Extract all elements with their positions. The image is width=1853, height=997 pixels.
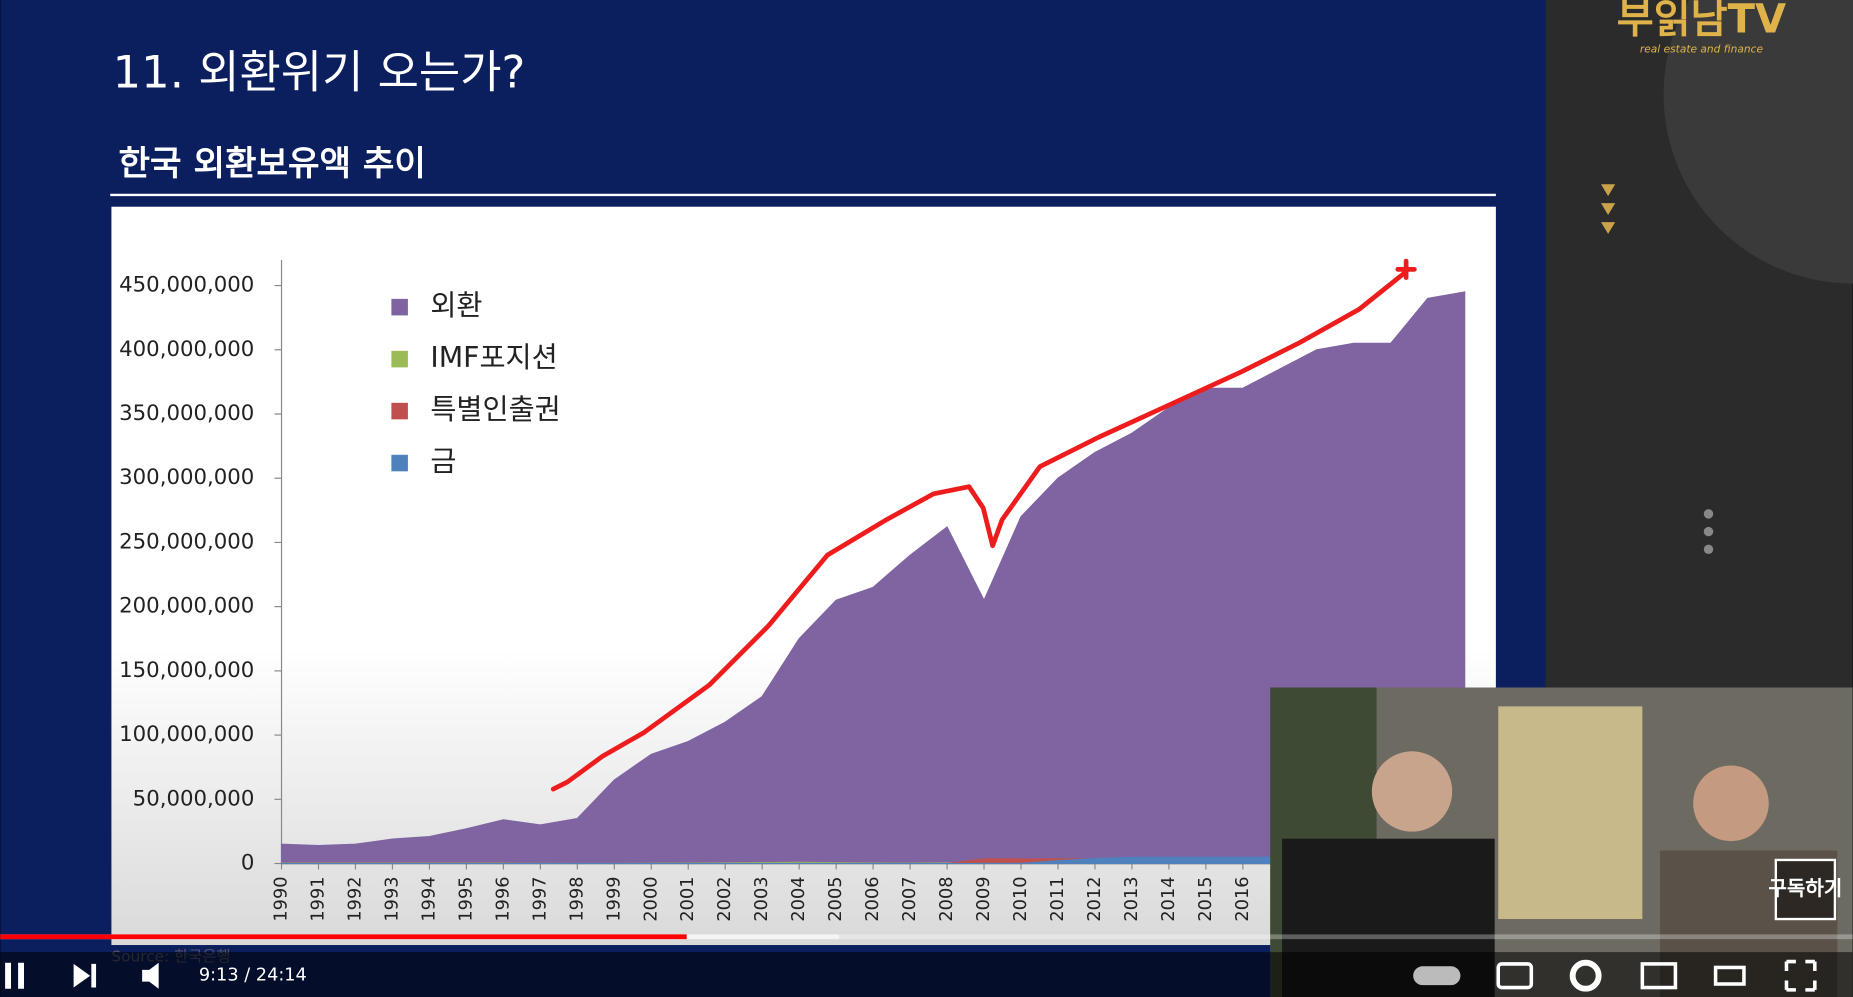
slide-title: 11. 외환위기 오는가? — [113, 46, 526, 99]
area — [280, 291, 1466, 865]
x-tick-label: 2011 — [1048, 877, 1068, 922]
x-tick-label: 2012 — [1085, 877, 1105, 922]
subscribe-label: 구독하기 — [1768, 876, 1842, 900]
legend-label: IMF포지션 — [430, 341, 557, 374]
video-overlay: 구독하기 — [1270, 687, 1853, 997]
y-tick-label: 0 — [241, 851, 255, 876]
x-tick-label: 2001 — [678, 877, 698, 922]
x-tick-label: 2014 — [1159, 877, 1179, 922]
x-tick-label: 2008 — [937, 877, 957, 922]
x-tick-label: 1993 — [382, 877, 402, 922]
red-annotation — [550, 258, 1417, 792]
slide-subtitle: 한국 외환보유액 추이 — [119, 144, 426, 184]
y-tick-label: 450,000,000 — [119, 273, 254, 298]
y-tick-label: 150,000,000 — [119, 658, 254, 683]
legend-label: 특별인출권 — [430, 393, 560, 426]
x-tick-label: 2016 — [1233, 877, 1253, 922]
next-button[interactable] — [73, 963, 97, 988]
y-tick-label: 100,000,000 — [119, 722, 254, 747]
channel-logo: 부읽남TV — [1617, 0, 1786, 42]
x-tick-label: 1991 — [308, 877, 328, 922]
settings-button[interactable] — [1569, 959, 1602, 992]
y-tick-label: 200,000,000 — [119, 594, 254, 619]
y-tick-label: 400,000,000 — [119, 337, 254, 362]
y-tick-label: 300,000,000 — [119, 465, 254, 490]
x-tick-label: 2010 — [1011, 877, 1031, 922]
theater-button[interactable] — [1713, 965, 1746, 986]
legend-label: 외환 — [430, 289, 482, 322]
legend-swatch — [391, 298, 408, 316]
x-tick-label: 2003 — [752, 877, 772, 922]
captions-button[interactable] — [1496, 962, 1534, 990]
x-tick-label: 1999 — [604, 877, 624, 922]
fullscreen-button[interactable] — [1784, 959, 1817, 992]
arrows-icon — [1601, 184, 1616, 234]
face-right — [1693, 765, 1769, 842]
x-tick-label: 1996 — [493, 877, 513, 922]
subscribe-button[interactable] — [1774, 858, 1837, 921]
x-tick-label: 2013 — [1122, 877, 1142, 922]
legend-label: 금 — [430, 445, 456, 478]
x-tick-label: 2005 — [826, 877, 846, 922]
x-tick-label: 2000 — [641, 877, 661, 922]
y-tick-label: 50,000,000 — [133, 786, 255, 811]
x-tick-label: 1990 — [272, 877, 292, 922]
x-tick-label: 2015 — [1196, 877, 1216, 922]
miniplayer-button[interactable] — [1640, 962, 1678, 990]
x-tick-label: 1992 — [345, 877, 365, 922]
y-tick-label: 350,000,000 — [119, 401, 254, 426]
x-tick-label: 2006 — [863, 877, 883, 922]
x-tick-label: 2007 — [900, 877, 920, 922]
y-tick-label: 250,000,000 — [119, 529, 254, 554]
x-tick-label: 2009 — [974, 877, 994, 922]
legend-swatch — [391, 402, 408, 420]
side-decoration — [1663, 0, 1853, 284]
x-tick-label: 2002 — [715, 877, 735, 922]
controls-bar — [0, 952, 1853, 997]
face-left — [1371, 751, 1453, 832]
autoplay-toggle[interactable] — [1413, 966, 1461, 986]
legend-swatch — [391, 350, 408, 368]
painting — [1498, 706, 1643, 920]
pause-button[interactable] — [5, 962, 25, 989]
time-display: 9:13 / 24:14 — [199, 966, 307, 986]
x-tick-label: 1997 — [530, 877, 550, 922]
x-tick-label: 1994 — [419, 877, 439, 922]
x-tick-label: 2004 — [789, 877, 809, 922]
volume-button[interactable] — [142, 962, 159, 989]
player-controls — [5, 959, 1817, 992]
legend-swatch — [391, 454, 408, 472]
plot: 0 50,000,000 100,000,000 150,000,000 200,000… — [119, 259, 1484, 922]
x-tick-label: 1998 — [567, 877, 587, 922]
channel-tagline: real estate and finance — [1640, 43, 1764, 56]
more-icon — [1703, 509, 1714, 555]
x-tick-label: 1995 — [456, 877, 476, 922]
